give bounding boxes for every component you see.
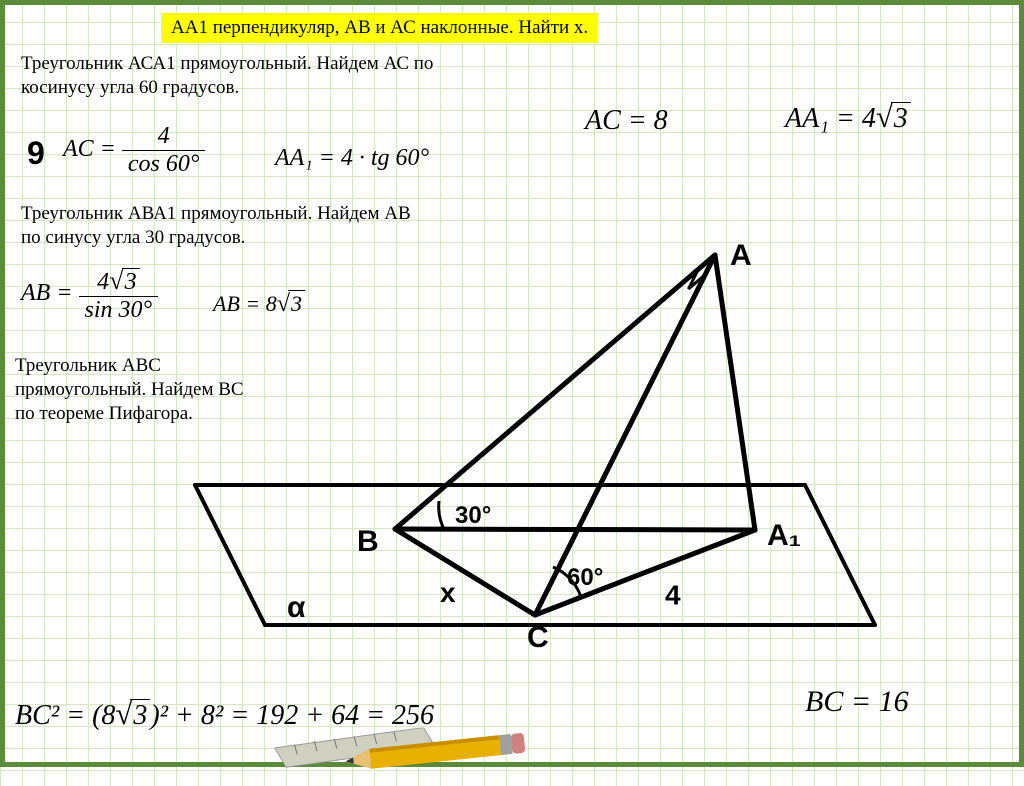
eq-aa1-tg: AA₁ = 4 · tg 60° [275, 145, 429, 172]
eq-ac-num: 4 [122, 123, 206, 151]
svg-text:60°: 60° [567, 564, 603, 591]
svg-text:C: C [527, 621, 549, 654]
eq-ab-fraction: AB = 43 sin 30° [21, 265, 158, 324]
eq-ab-lhs: AB = [21, 280, 73, 306]
eq-aa1-rad: 3 [891, 102, 911, 135]
geometry-diagram: A A₁ B Cα x 4 30° 60° [155, 225, 905, 665]
eq-ab-den: sin 30° [79, 297, 159, 324]
eq-ac-den: cos 60° [122, 151, 206, 178]
text-line-3: Треугольник АВА1 прямоугольный. Найдем А… [21, 203, 411, 225]
eq-ab-num-a: 4 [97, 269, 109, 295]
text-line-1: Треугольник АСА1 прямоугольный. Найдем А… [21, 53, 433, 75]
svg-text:x: x [440, 577, 456, 608]
title-banner: АА1 перпендикуляр, АВ и АС наклонные. На… [161, 13, 598, 43]
svg-text:4: 4 [665, 580, 681, 611]
problem-number: 9 [27, 135, 45, 172]
svg-text:B: B [357, 525, 379, 558]
bc-sq-lhs: BC² = (8 [15, 700, 115, 731]
eq-ac-lhs: AC = [63, 136, 116, 162]
eq-ac-8: AC = 8 [585, 105, 668, 137]
eq-ac-fraction: AC = 4 cos 60° [63, 123, 205, 178]
svg-text:α: α [287, 591, 306, 624]
bc-sq-rad: 3 [130, 699, 150, 732]
eq-ab-num-rad: 3 [122, 268, 140, 296]
text-line-5: Треугольник АВС [15, 355, 161, 377]
bc-sq-rest: )² + 8² = 192 + 64 = 256 [150, 700, 434, 731]
banner-text: АА1 перпендикуляр, АВ и АС наклонные. На… [171, 17, 588, 38]
text-line-2: косинусу угла 60 градусов. [21, 77, 239, 99]
eq-aa1-value: AA₁ = 4 3 [785, 100, 911, 135]
svg-text:A: A [730, 239, 752, 272]
svg-text:A₁: A₁ [767, 519, 801, 552]
eq-bc-value: BC = 16 [805, 685, 909, 719]
eq-bc-squared: BC² = (8 3)² + 8² = 192 + 64 = 256 [15, 697, 434, 732]
eq-aa1-lhs: AA₁ = 4 [785, 103, 876, 134]
svg-text:30°: 30° [455, 502, 491, 529]
